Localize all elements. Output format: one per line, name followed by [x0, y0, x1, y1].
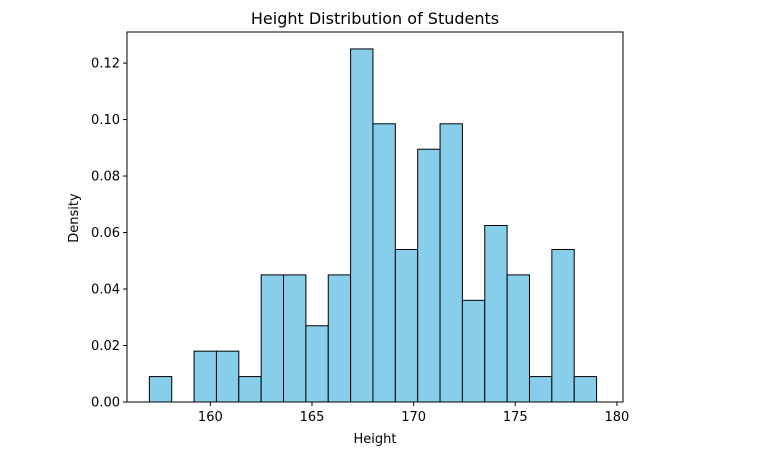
histogram-bar [215, 350, 240, 403]
chart-title: Height Distribution of Students [251, 9, 499, 28]
histogram-bar [439, 123, 463, 403]
x-tick-label: 175 [503, 410, 528, 425]
histogram-bar [573, 376, 598, 403]
x-tick-label: 165 [300, 410, 325, 425]
x-tick-label: 180 [604, 410, 629, 425]
plot-frame [126, 31, 624, 403]
x-axis-label: Height [354, 432, 397, 447]
bars-group [148, 48, 598, 403]
histogram-bar [260, 274, 285, 403]
histogram-bar [551, 248, 575, 403]
histogram-bar [148, 376, 173, 403]
histogram-bar [193, 350, 217, 403]
y-axis-label: Density [67, 193, 82, 243]
y-tick-label: 0.06 [91, 226, 120, 241]
y-tick-label: 0.02 [91, 339, 120, 354]
histogram-bar [372, 123, 396, 403]
y-tick-label: 0.10 [91, 113, 120, 128]
histogram-bar [238, 376, 262, 403]
y-tick-label: 0.04 [91, 283, 120, 298]
histogram-bar [506, 274, 530, 403]
y-tick-label: 0.08 [91, 170, 120, 185]
x-axis-ticks: 160 165 170 175 180 [198, 402, 629, 425]
histogram-bar [327, 274, 352, 403]
y-axis-ticks: 0.00 0.02 0.04 0.06 0.08 0.10 0.12 [91, 57, 127, 411]
histogram-bar [528, 376, 553, 403]
x-tick-label: 160 [198, 410, 223, 425]
y-tick-label: 0.12 [91, 57, 120, 72]
histogram-bar [350, 48, 374, 403]
histogram-bar [417, 148, 441, 403]
x-tick-label: 170 [401, 410, 426, 425]
histogram-bar [394, 248, 419, 403]
y-tick-label: 0.00 [91, 396, 120, 411]
histogram-bar [484, 224, 508, 403]
histogram-bar [283, 274, 307, 403]
histogram-bar [461, 299, 486, 403]
histogram-bar [305, 325, 329, 403]
